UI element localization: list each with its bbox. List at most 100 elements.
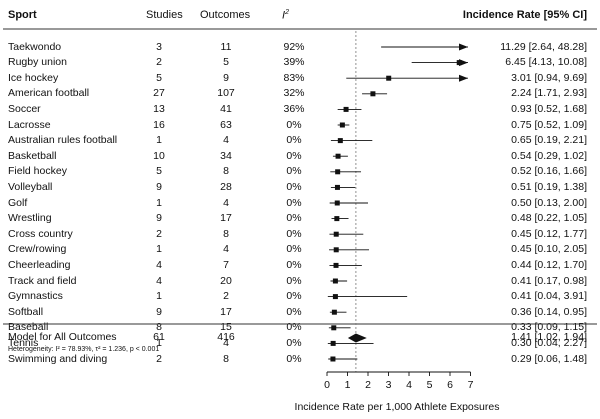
rate-label: 0.50 [0.13, 2.00] — [511, 196, 587, 209]
ci-arrow — [459, 74, 468, 82]
outcomes-value: 9 — [223, 71, 229, 84]
studies-value: 1 — [156, 243, 162, 256]
point-estimate — [333, 231, 339, 237]
sport-label: Cross country — [8, 227, 73, 240]
x-tick-label: 4 — [406, 379, 412, 391]
studies-value: 9 — [156, 180, 162, 193]
studies-value: 8 — [156, 321, 162, 334]
heterogeneity-note: Heterogeneity: I² = 78.93%, τ² = 1.236, … — [8, 346, 160, 353]
rate-label: 0.65 [0.19, 2.21] — [511, 134, 587, 147]
rate-label: 0.30 [0.04, 2.27] — [511, 336, 587, 349]
point-estimate — [334, 216, 340, 222]
point-estimate — [333, 247, 339, 253]
studies-value: 4 — [156, 258, 162, 271]
point-estimate — [333, 262, 339, 268]
i2-value: 0% — [286, 165, 302, 178]
rate-label: 0.52 [0.16, 1.66] — [511, 165, 587, 178]
sport-label: Lacrosse — [8, 118, 51, 131]
point-estimate — [335, 169, 341, 175]
header-studies: Studies — [146, 9, 183, 21]
studies-value: 13 — [153, 102, 165, 115]
i2-value: 0% — [286, 336, 302, 349]
outcomes-value: 17 — [220, 305, 232, 318]
point-estimate — [335, 153, 341, 159]
studies-value: 1 — [156, 134, 162, 147]
rate-label: 2.24 [1.71, 2.93] — [511, 87, 587, 100]
outcomes-value: 4 — [223, 134, 229, 147]
i2-value: 0% — [286, 180, 302, 193]
header-outcomes: Outcomes — [200, 9, 251, 21]
x-tick-label: 1 — [345, 379, 351, 391]
rate-label: 0.45 [0.12, 1.77] — [511, 227, 587, 240]
outcomes-value: 63 — [220, 118, 232, 131]
point-estimate — [332, 294, 338, 300]
studies-value: 1 — [156, 196, 162, 209]
header-i2-base: I — [282, 9, 286, 22]
sport-label: Track and field — [8, 274, 77, 287]
point-estimate — [343, 106, 349, 112]
x-tick-label: 0 — [324, 379, 330, 391]
sport-label: Ice hockey — [8, 71, 59, 84]
point-estimate — [370, 91, 376, 97]
rate-label: 0.75 [0.52, 1.09] — [511, 118, 587, 131]
header-i2: I2 — [282, 9, 289, 22]
summary-studies: 61 — [153, 331, 165, 343]
outcomes-value: 8 — [223, 352, 229, 365]
studies-value: 16 — [153, 118, 165, 131]
summary-rate-label: 1.41 [1.02, 1.94] — [511, 331, 587, 343]
summary-label: Model for All Outcomes — [8, 331, 117, 343]
i2-value: 92% — [283, 40, 305, 53]
rate-label: 0.54 [0.29, 1.02] — [511, 149, 587, 162]
studies-value: 1 — [156, 336, 162, 349]
x-tick-label: 2 — [365, 379, 371, 391]
i2-value: 0% — [286, 212, 302, 225]
outcomes-value: 7 — [223, 258, 229, 271]
studies-value: 2 — [156, 56, 162, 69]
i2-value: 0% — [286, 118, 302, 131]
outcomes-value: 8 — [223, 227, 229, 240]
studies-value: 5 — [156, 165, 162, 178]
i2-value: 0% — [286, 196, 302, 209]
i2-value: 0% — [286, 305, 302, 318]
outcomes-value: 2 — [223, 290, 229, 303]
i2-value: 83% — [283, 71, 305, 84]
sport-label: Tennis — [8, 336, 39, 349]
summary-diamond — [347, 333, 367, 343]
sport-label: Rugby union — [8, 56, 67, 69]
outcomes-value: 4 — [223, 196, 229, 209]
x-tick-label: 7 — [468, 379, 474, 391]
rate-label: 0.51 [0.19, 1.38] — [511, 180, 587, 193]
x-tick-label: 5 — [427, 379, 433, 391]
point-estimate — [330, 356, 336, 362]
sport-label: American football — [8, 87, 90, 100]
summary-outcomes: 416 — [217, 331, 235, 343]
studies-value: 1 — [156, 290, 162, 303]
outcomes-value: 28 — [220, 180, 232, 193]
studies-value: 2 — [156, 352, 162, 365]
ci-arrow — [459, 43, 468, 51]
rate-label: 0.41 [0.17, 0.98] — [511, 274, 587, 287]
outcomes-value: 4 — [223, 243, 229, 256]
studies-value: 3 — [156, 40, 162, 53]
rate-label: 3.01 [0.94, 9.69] — [511, 71, 587, 84]
rate-label: 0.36 [0.14, 0.95] — [511, 305, 587, 318]
point-estimate — [337, 138, 343, 144]
i2-value: 39% — [283, 56, 305, 69]
i2-value: 32% — [283, 87, 305, 100]
studies-value: 27 — [153, 87, 165, 100]
rate-label: 0.29 [0.06, 1.48] — [511, 352, 587, 365]
studies-value: 9 — [156, 305, 162, 318]
rate-label: 11.29 [2.64, 48.28] — [500, 40, 587, 53]
outcomes-value: 17 — [220, 212, 232, 225]
rate-label: 0.48 [0.22, 1.05] — [511, 212, 587, 225]
header-i2-sup: 2 — [285, 9, 289, 16]
i2-value: 0% — [286, 243, 302, 256]
i2-value: 0% — [286, 227, 302, 240]
point-estimate — [331, 309, 337, 315]
point-estimate — [331, 325, 337, 331]
outcomes-value: 107 — [217, 87, 235, 100]
sport-label: Gymnastics — [8, 290, 63, 303]
studies-value: 2 — [156, 227, 162, 240]
sport-label: Basketball — [8, 149, 57, 162]
